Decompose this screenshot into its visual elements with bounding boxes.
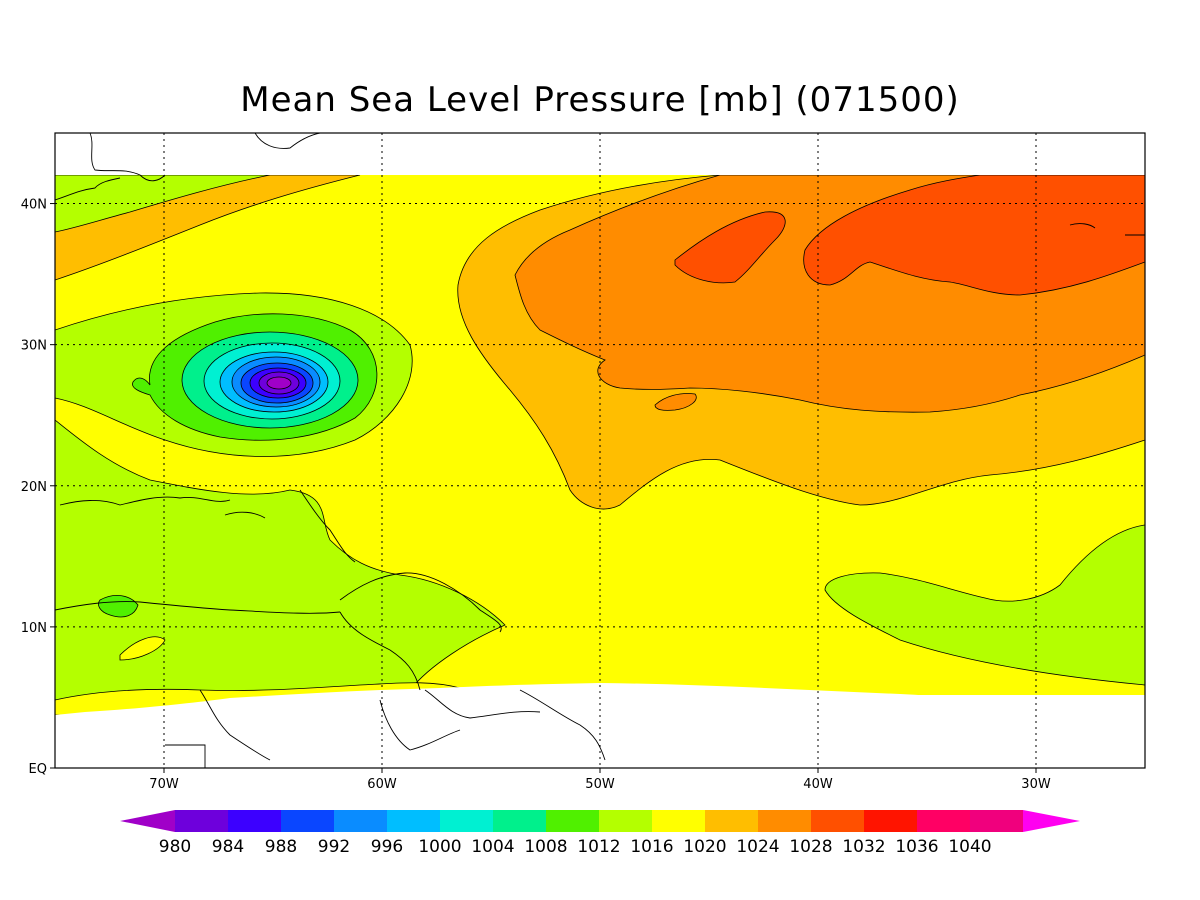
lat-tick-label: 20N (21, 480, 47, 495)
lat-tick-label: EQ (29, 762, 47, 777)
colorbar-label: 992 (318, 837, 350, 857)
colorbar-arrow-high (1023, 810, 1080, 832)
field-1008-1012-sw (55, 419, 506, 716)
lat-tick-label: 10N (21, 621, 47, 636)
colorbar-label: 1000 (418, 837, 461, 857)
colorbar-label: 1040 (948, 837, 991, 857)
land-mask-north (55, 133, 1145, 175)
ring-972 (266, 376, 292, 390)
field-1008-1012-nw (55, 174, 271, 233)
coastlines (55, 133, 1145, 768)
colorbar-swatch (387, 810, 440, 832)
colorbar-arrow-low (120, 810, 175, 832)
lat-tick-label: 40N (21, 198, 47, 213)
land-mask-south (55, 683, 1145, 768)
lon-tick-label: 30W (1021, 777, 1051, 792)
field-1012-1016-pocket (119, 636, 166, 661)
colorbar-label: 1020 (683, 837, 726, 857)
lon-tick-label: 50W (585, 777, 615, 792)
map-title: Mean Sea Level Pressure [mb] (071500) (240, 80, 960, 120)
colorbar-label: 1004 (471, 837, 514, 857)
lon-tick-label: 40W (803, 777, 833, 792)
colorbar-swatch (175, 810, 228, 832)
colorbar-swatch (228, 810, 281, 832)
colorbar-swatch (440, 810, 493, 832)
colorbar-label: 1024 (736, 837, 779, 857)
colorbar-label: 1016 (630, 837, 673, 857)
colorbar-label: 1028 (789, 837, 832, 857)
lon-tick-label: 60W (367, 777, 397, 792)
colorbar-swatch (281, 810, 334, 832)
colorbar-swatch (917, 810, 970, 832)
colorbar-swatch (970, 810, 1023, 832)
colorbar-label: 1032 (842, 837, 885, 857)
cyclone-low (55, 292, 413, 457)
pressure-field (55, 133, 1145, 768)
colorbar-swatch (334, 810, 387, 832)
colorbar-label: 996 (371, 837, 403, 857)
colorbar-label: 1012 (577, 837, 620, 857)
colorbar: 980 984 988 992 996 1000 1004 1008 1012 1016 1020 1… (120, 810, 1080, 857)
colorbar-label: 1036 (895, 837, 938, 857)
field-1024-1028-a (674, 211, 786, 284)
latitude-axis: EQ 10N 20N 30N 40N (21, 198, 55, 777)
colorbar-swatch (811, 810, 864, 832)
lat-tick-label: 30N (21, 339, 47, 354)
field-1020-1024-islet (654, 393, 697, 411)
colorbar-swatch (758, 810, 811, 832)
gridlines (55, 133, 1145, 768)
field-1024-1028-b (803, 174, 1145, 296)
colorbar-label: 980 (159, 837, 191, 857)
field-1004-1008-sw (98, 595, 139, 618)
colorbar-swatch (652, 810, 705, 832)
colorbar-swatch (599, 810, 652, 832)
lon-tick-label: 70W (149, 777, 179, 792)
field-1008-1012-east (824, 524, 1145, 686)
colorbar-label: 988 (265, 837, 297, 857)
colorbar-swatch (705, 810, 758, 832)
longitude-axis: 70W 60W 50W 40W 30W (149, 768, 1051, 792)
colorbar-swatch (546, 810, 599, 832)
colorbar-swatch (864, 810, 917, 832)
colorbar-label: 1008 (524, 837, 567, 857)
colorbar-swatch (493, 810, 546, 832)
colorbar-label: 984 (212, 837, 244, 857)
